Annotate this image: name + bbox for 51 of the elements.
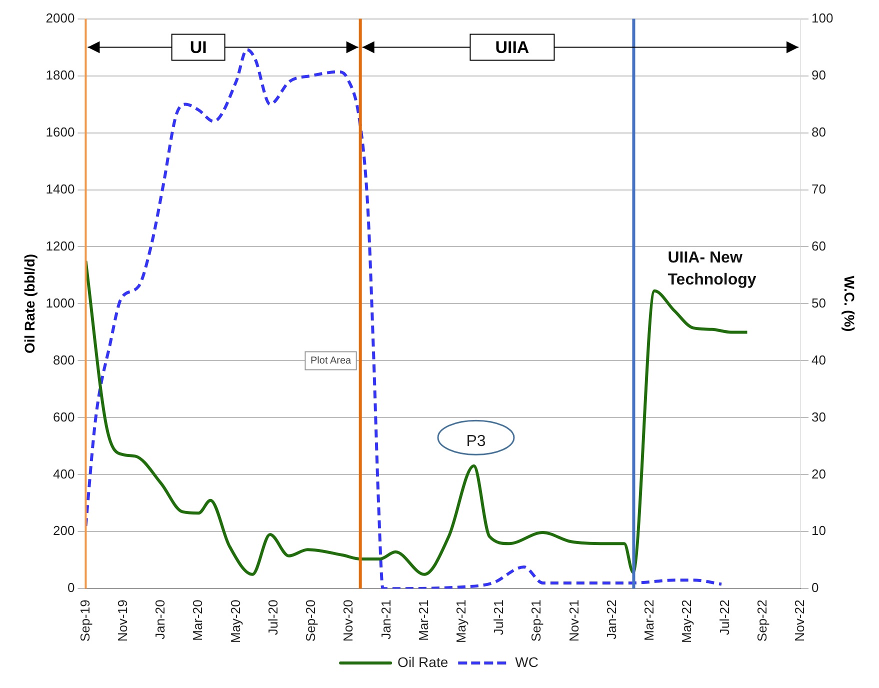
legend-label: WC [515,654,538,670]
x-tick-label: Jul-21 [491,600,506,636]
annotation: P3 [466,433,486,450]
x-tick-label: Mar-20 [190,600,206,641]
y2-tick-label: 30 [812,409,826,424]
y2-tick-label: 10 [812,523,826,538]
x-tick-label: Jan-22 [604,600,619,640]
y2-tick-label: 40 [812,352,826,368]
y-tick-label: 1600 [46,124,75,140]
y-tick-label: 1800 [46,67,75,82]
x-tick-label: Sep-19 [77,600,92,642]
x-tick-label: Sep-21 [528,600,544,642]
x-tick-label: May-22 [679,600,694,644]
y2-tick-label: 0 [812,580,819,596]
x-tick-label: May-21 [454,600,469,644]
x-tick-label: Nov-22 [792,600,808,642]
y-tick-label: 2000 [46,10,75,26]
y-tick-label: 1000 [46,295,75,310]
x-tick-label: Nov-19 [114,600,130,642]
x-tick-label: Mar-21 [416,600,431,641]
y2-tick-label: 100 [812,10,834,26]
y-axis-title: Oil Rate (bbl/d) [21,254,38,354]
x-tick-label: Sep-22 [754,600,770,642]
x-tick-label: Sep-20 [303,600,318,642]
x-tick-label: Nov-21 [566,600,582,642]
y2-axis-title: W.C. (%) [842,276,858,332]
x-tick-label: Jul-22 [716,600,732,636]
annotation: UIIA [495,38,530,57]
x-tick-label: Jan-20 [152,600,168,640]
y2-tick-label: 50 [812,295,826,310]
x-tick-label: May-20 [228,600,243,644]
x-tick-label: Jan-21 [378,600,394,640]
y-tick-label: 400 [53,466,75,482]
y2-tick-label: 80 [812,124,826,140]
legend-label: Oil Rate [398,654,448,670]
y-tick-label: 200 [53,523,75,538]
y2-tick-label: 70 [812,181,826,196]
y-tick-label: 1400 [46,181,75,196]
y2-tick-label: 20 [812,466,826,482]
annotation: UIIA- New Technology [668,250,756,289]
y-tick-label: 1200 [46,238,75,254]
x-tick-label: Jul-20 [265,600,280,636]
y2-tick-label: 60 [812,238,826,254]
x-tick-label: Mar-22 [642,600,657,641]
annotation: Plot Area [310,355,352,366]
y-tick-label: 800 [53,352,75,368]
annotation: UI [190,38,207,57]
x-tick-label: Nov-20 [340,600,356,642]
y2-tick-label: 90 [812,67,826,82]
y-tick-label: 0 [67,580,75,596]
y-tick-label: 600 [53,409,75,424]
